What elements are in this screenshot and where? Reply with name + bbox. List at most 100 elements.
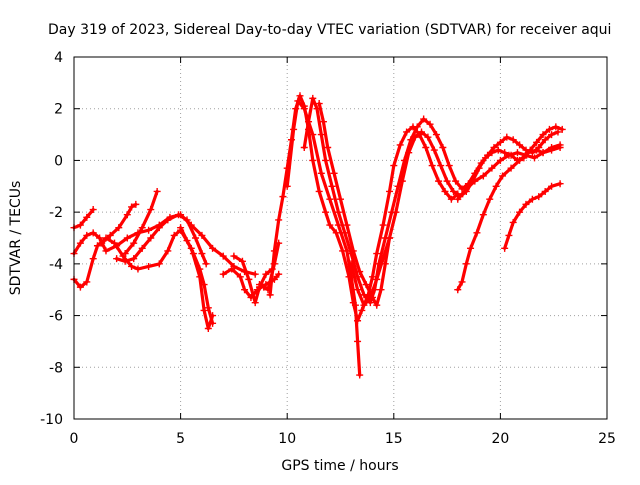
data-point [121,257,129,265]
data-point [241,286,249,294]
data-point [305,118,313,126]
data-point [494,146,502,154]
series-track-f [113,211,210,268]
data-point [238,257,246,265]
data-point [386,187,394,195]
data-point [317,131,325,139]
data-point [360,301,368,309]
data-point [386,234,394,242]
data-point [200,281,208,289]
data-point [319,118,327,126]
data-point [392,208,400,216]
data-point [315,187,323,195]
data-point [499,172,507,180]
data-point [496,138,504,146]
data-point [96,234,104,242]
data-point [424,133,432,141]
data-point [209,244,217,252]
data-point [251,299,259,307]
y-tick-label: 4 [54,50,63,66]
data-point [145,262,153,270]
data-point [123,234,131,242]
data-point [368,273,376,281]
data-point [76,239,84,247]
data-point [153,187,161,195]
data-point [83,213,91,221]
series-track-n [315,100,394,309]
data-point [403,128,411,136]
data-point [390,162,398,170]
data-point [373,301,381,309]
axis-ticks: 0 5 10 15 20 25 -10 -8 -6 -4 -2 0 2 4 [40,50,616,447]
data-point [430,146,438,154]
data-point [170,231,178,239]
data-point [192,234,200,242]
data-point [479,211,487,219]
data-point [411,133,419,141]
data-point [138,224,146,232]
data-point [503,133,511,141]
data-point [545,125,553,133]
data-point [396,141,404,149]
data-point [174,211,182,219]
data-point [324,144,332,151]
y-tick-label: 2 [54,102,63,118]
data-point [89,255,97,263]
data-point [89,206,97,214]
data-point [418,128,426,136]
x-tick-label: 10 [278,431,296,447]
data-point [255,281,263,289]
series-track-i [230,252,276,307]
series-line [503,182,562,250]
data-point [155,260,163,268]
x-tick-label: 20 [491,431,509,447]
series-line [123,189,159,256]
y-tick-label: -4 [49,257,63,273]
data-point [315,100,323,108]
data-point [454,286,462,294]
data-point [270,247,278,255]
y-axis-label: SDTVAR / TECUs [8,181,24,296]
data-point [349,247,357,255]
chart-title: Day 319 of 2023, Sidereal Day-to-day VTE… [48,22,611,38]
data-point [505,231,513,239]
data-point [98,239,106,247]
data-point [326,195,334,203]
data-point [556,141,564,149]
data-point [428,162,436,170]
data-point [548,131,556,139]
data-point [373,250,381,258]
data-point [405,149,413,157]
data-point [539,131,547,139]
data-point [488,164,496,172]
data-point [317,169,325,177]
data-point [83,231,91,239]
y-tick-label: 0 [54,153,63,169]
x-tick-label: 15 [385,431,403,447]
data-point [155,224,163,232]
data-point [347,260,355,268]
data-series [70,92,566,379]
data-point [462,260,470,268]
data-point [354,337,362,345]
y-tick-label: -2 [49,205,63,221]
data-point [516,141,524,149]
data-point [509,136,517,144]
series-line [72,208,95,230]
x-tick-label: 5 [176,431,185,447]
data-point [449,187,457,195]
data-point [356,268,364,276]
data-point [200,306,208,314]
data-point [236,273,244,281]
data-point [516,208,524,216]
data-point [204,304,212,312]
data-point [113,242,121,250]
data-point [275,270,283,278]
data-point [507,164,515,172]
data-point [251,270,259,278]
data-point [479,172,487,180]
data-point [132,200,140,208]
data-point [379,221,387,229]
data-point [309,156,317,164]
